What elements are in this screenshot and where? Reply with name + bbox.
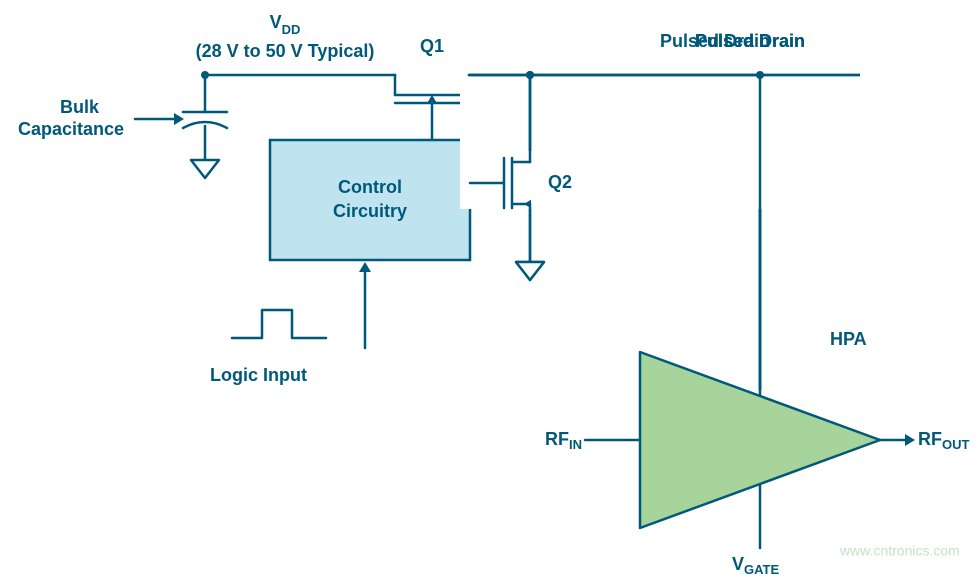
logic-input-arrow-icon [359,262,371,272]
q2-label-final: Q2 [548,172,572,192]
bulk-cap-label-1: Bulk [60,97,100,117]
rf-in-label: RFIN [545,429,582,453]
vgate-label: VGATE [732,554,779,577]
rf-out-arrow-icon [905,434,915,446]
pulsed-drain-label-final: Pulsed Drain [660,31,770,51]
control-label-2: Circuitry [333,201,407,221]
hpa-label: HPA [830,329,867,349]
vdd-label: VDD [270,12,301,37]
rf-out-label: RFOUT [918,429,970,453]
q1-label: Q1 [420,36,444,56]
bulk-cap-label-2: Capacitance [18,119,124,139]
watermark: www.cntronics.com [839,543,960,559]
logic-input-label: Logic Input [210,365,307,385]
control-label-1: Control [338,177,402,197]
bulk-cap-arrow-icon [174,113,184,125]
vdd-range-label: (28 V to 50 V Typical) [196,41,375,61]
logic-pulse-icon [232,310,326,338]
